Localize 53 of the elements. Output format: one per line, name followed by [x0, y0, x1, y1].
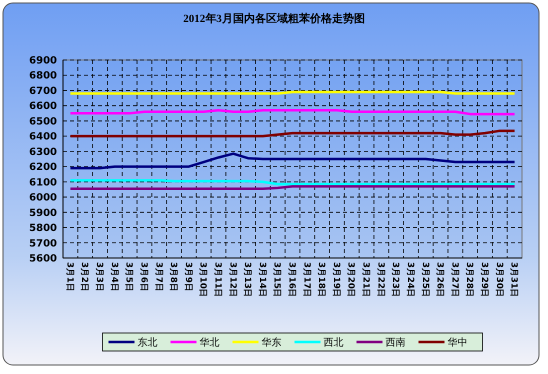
x-tick-label: 3月30日 [494, 262, 505, 298]
x-tick-label: 3月11日 [212, 262, 224, 298]
x-tick-label: 3月27日 [449, 262, 460, 298]
x-tick-label: 3月19日 [330, 262, 342, 298]
x-tick-label: 3月26日 [434, 262, 446, 298]
y-tick-label: 5800 [29, 223, 58, 234]
y-tick-label: 6800 [29, 70, 58, 82]
x-tick-label: 3月13日 [242, 262, 254, 298]
x-tick-label: 3月12日 [227, 262, 238, 298]
y-tick-label: 5900 [29, 208, 58, 219]
x-tick-label: 3月6日 [138, 262, 150, 292]
chart-title: 2012年3月国内各区域粗苯价格走势图 [183, 12, 365, 25]
y-tick-label: 6200 [29, 162, 58, 174]
x-tick-label: 3月24日 [404, 262, 416, 298]
x-tick-label: 3月18日 [316, 262, 328, 298]
legend-label: 东北 [138, 336, 158, 348]
x-tick-label: 3月22日 [375, 262, 386, 298]
y-tick-label: 6900 [29, 56, 58, 66]
x-tick-label: 3月23日 [390, 262, 402, 298]
legend-label: 华中 [448, 336, 468, 348]
legend-label: 西北 [324, 336, 344, 348]
x-tick-label: 3月8日 [168, 262, 180, 292]
y-tick-label: 6500 [29, 116, 58, 128]
y-tick-label: 5600 [29, 254, 58, 264]
x-tick-label: 3月3日 [94, 262, 106, 292]
x-tick-label: 3月16日 [286, 262, 298, 298]
x-tick-label: 3月4日 [108, 262, 120, 292]
y-tick-label: 5700 [29, 238, 58, 250]
x-tick-label: 3月15日 [272, 262, 283, 298]
x-tick-label: 3月29日 [479, 262, 490, 298]
y-tick-label: 6300 [29, 146, 58, 158]
y-tick-label: 6000 [29, 192, 58, 204]
y-tick-label: 6700 [29, 86, 58, 97]
x-tick-label: 3月10日 [198, 262, 209, 298]
x-tick-label: 3月31日 [508, 262, 520, 298]
x-tick-label: 3月7日 [153, 262, 164, 292]
y-tick-label: 6400 [29, 132, 58, 143]
x-tick-label: 3月17日 [301, 262, 312, 298]
x-tick-label: 3月28日 [464, 262, 476, 298]
x-tick-label: 3月14日 [256, 262, 268, 298]
y-tick-label: 6600 [29, 101, 58, 112]
x-tick-label: 3月20日 [346, 262, 357, 298]
legend-label: 华东 [262, 336, 282, 348]
legend-label: 西南 [386, 336, 406, 348]
line-series [69, 152, 516, 170]
x-tick-label: 3月1日 [64, 262, 76, 292]
legend-label: 华北 [200, 336, 220, 348]
x-tick-label: 3月5日 [124, 262, 135, 292]
x-tick-label: 3月21日 [360, 262, 372, 298]
x-tick-label: 3月2日 [79, 262, 90, 292]
y-tick-label: 6100 [29, 177, 58, 188]
x-tick-label: 3月9日 [182, 262, 194, 292]
x-tick-label: 3月25日 [420, 262, 431, 298]
